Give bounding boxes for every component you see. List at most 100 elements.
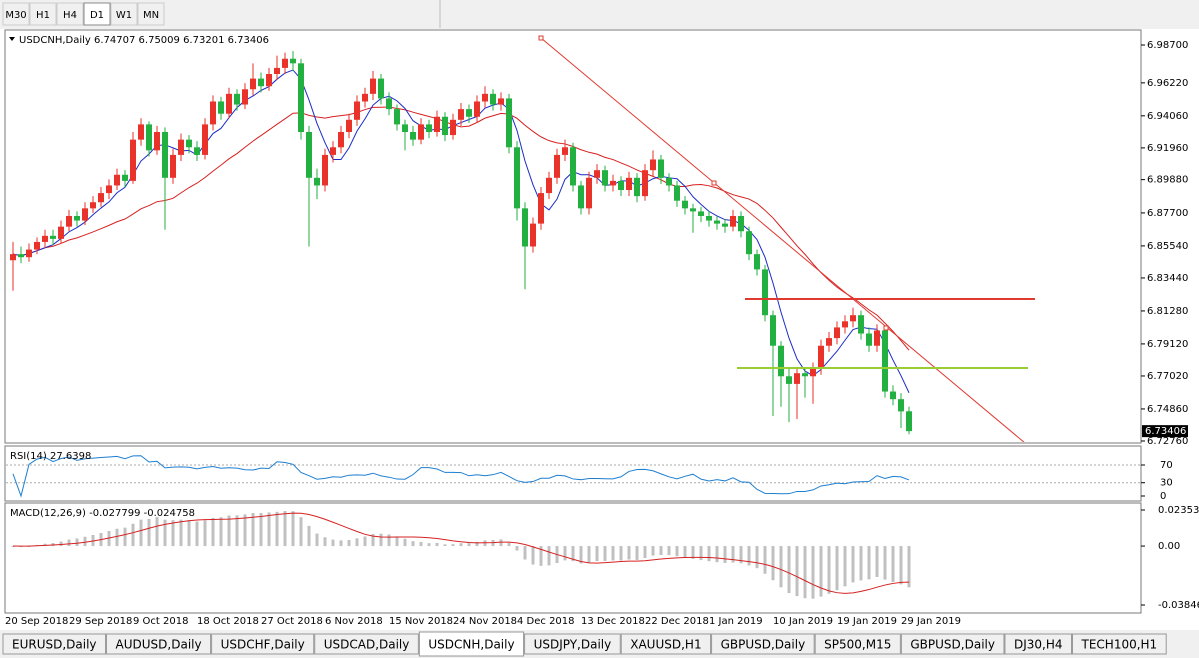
price-plot — [10, 51, 912, 435]
tab-label[interactable]: GBPUSD,Daily — [721, 638, 806, 652]
macd-bar — [67, 539, 71, 547]
macd-bar — [859, 546, 863, 581]
candle-body — [378, 78, 384, 99]
rsi-tick-label: 30 — [1160, 478, 1173, 489]
candle-body — [202, 124, 208, 155]
candle-body — [586, 177, 592, 209]
trend-anchor[interactable] — [538, 35, 544, 41]
toolbar — [0, 0, 1199, 29]
candle-body — [346, 119, 352, 133]
candle-body — [874, 330, 880, 346]
tab[interactable] — [314, 633, 419, 655]
timeframe-button[interactable] — [29, 2, 57, 26]
tab-label[interactable]: SP500,M15 — [824, 638, 891, 652]
tab-label[interactable]: AUDUSD,Daily — [116, 638, 202, 652]
tab-label[interactable]: TECH100,H1 — [1081, 638, 1158, 652]
candle-body — [546, 177, 552, 194]
macd-bar — [139, 519, 143, 547]
macd-bar — [459, 543, 463, 547]
tab-label[interactable]: GBPUSD,Daily — [910, 638, 995, 652]
macd-bar — [331, 539, 335, 547]
candle-body — [138, 124, 144, 140]
price-label: 6.83440 — [1147, 273, 1188, 284]
date-label: 29 Sep 2018 — [69, 616, 132, 627]
candle-body — [850, 315, 856, 322]
current-price: 6.73406 — [1145, 426, 1186, 437]
candle-body — [554, 154, 560, 178]
timeframe-button[interactable] — [110, 2, 138, 26]
candle-body — [402, 124, 408, 133]
timeframe-button[interactable] — [56, 2, 84, 26]
candle-body — [834, 327, 840, 339]
macd-bar — [363, 536, 367, 547]
drawing-objects — [538, 35, 1035, 443]
macd-bar — [387, 534, 391, 547]
tab-label[interactable]: USDJPY,Daily — [534, 638, 612, 652]
tab[interactable] — [900, 633, 1005, 655]
price-label: 6.98700 — [1147, 40, 1188, 51]
macd-bar — [163, 519, 167, 547]
tab-label[interactable]: DJ30,H4 — [1014, 638, 1063, 652]
candle-body — [842, 321, 848, 328]
candle-body — [106, 185, 112, 194]
timeframe-button[interactable] — [2, 2, 30, 26]
trend-anchor[interactable] — [711, 180, 717, 186]
macd-bar — [395, 536, 399, 547]
macd-plot — [11, 511, 911, 599]
macd-tick-label: 0.00 — [1158, 541, 1180, 552]
rsi-label: RSI(14) 27.6398 — [10, 451, 91, 462]
price-label: 6.74860 — [1147, 404, 1188, 415]
candle-body — [754, 254, 760, 270]
candle-body — [674, 185, 680, 201]
price-label: 6.81280 — [1147, 306, 1188, 317]
tab[interactable] — [106, 633, 212, 655]
candle-body — [66, 215, 72, 227]
trend-anchor[interactable] — [883, 325, 889, 331]
trend-line[interactable] — [540, 37, 1025, 443]
tab-label[interactable]: USDCAD,Daily — [324, 638, 410, 652]
tab[interactable] — [2, 633, 107, 655]
macd-bar — [203, 520, 207, 547]
tab[interactable] — [1004, 633, 1072, 655]
macd-bar — [739, 546, 743, 564]
candle-body — [762, 269, 768, 316]
candle-body — [786, 376, 792, 384]
macd-bar — [563, 546, 567, 561]
candle-body — [26, 249, 32, 258]
tab-label[interactable]: USDCNH,Daily — [428, 638, 514, 652]
candle-body — [186, 139, 192, 148]
candle-body — [682, 200, 688, 209]
candle-body — [618, 180, 624, 191]
macd-bar — [539, 546, 543, 566]
tab[interactable] — [211, 633, 315, 655]
header-arrow[interactable] — [9, 37, 15, 41]
macd-bar — [259, 513, 263, 547]
price-panel — [4, 29, 1142, 444]
date-label: 19 Jan 2019 — [837, 616, 897, 627]
tab[interactable] — [1072, 633, 1167, 655]
macd-bar — [219, 517, 223, 547]
candle-body — [610, 180, 616, 186]
candle-body — [122, 174, 128, 181]
tab[interactable] — [524, 633, 621, 655]
tab[interactable] — [711, 633, 815, 655]
candle-body — [434, 116, 440, 133]
candle-body — [642, 170, 648, 197]
timeframe-button[interactable] — [83, 2, 111, 26]
macd-bar — [795, 546, 799, 597]
date-label: 10 Jan 2019 — [773, 616, 833, 627]
tab[interactable] — [620, 633, 712, 655]
candle-body — [362, 93, 368, 102]
tab[interactable] — [814, 633, 901, 655]
macd-bar — [827, 546, 831, 594]
candle-body — [794, 373, 800, 384]
candle-body — [722, 223, 728, 227]
timeframe-button[interactable] — [137, 2, 165, 26]
candle-body — [466, 109, 472, 117]
tab-label[interactable]: EURUSD,Daily — [12, 638, 97, 652]
candle-body — [330, 147, 336, 155]
tab[interactable] — [418, 631, 525, 657]
tab-label[interactable]: XAUUSD,H1 — [630, 638, 701, 652]
tab-label[interactable]: USDCHF,Daily — [221, 638, 305, 652]
candle-body — [354, 101, 360, 120]
